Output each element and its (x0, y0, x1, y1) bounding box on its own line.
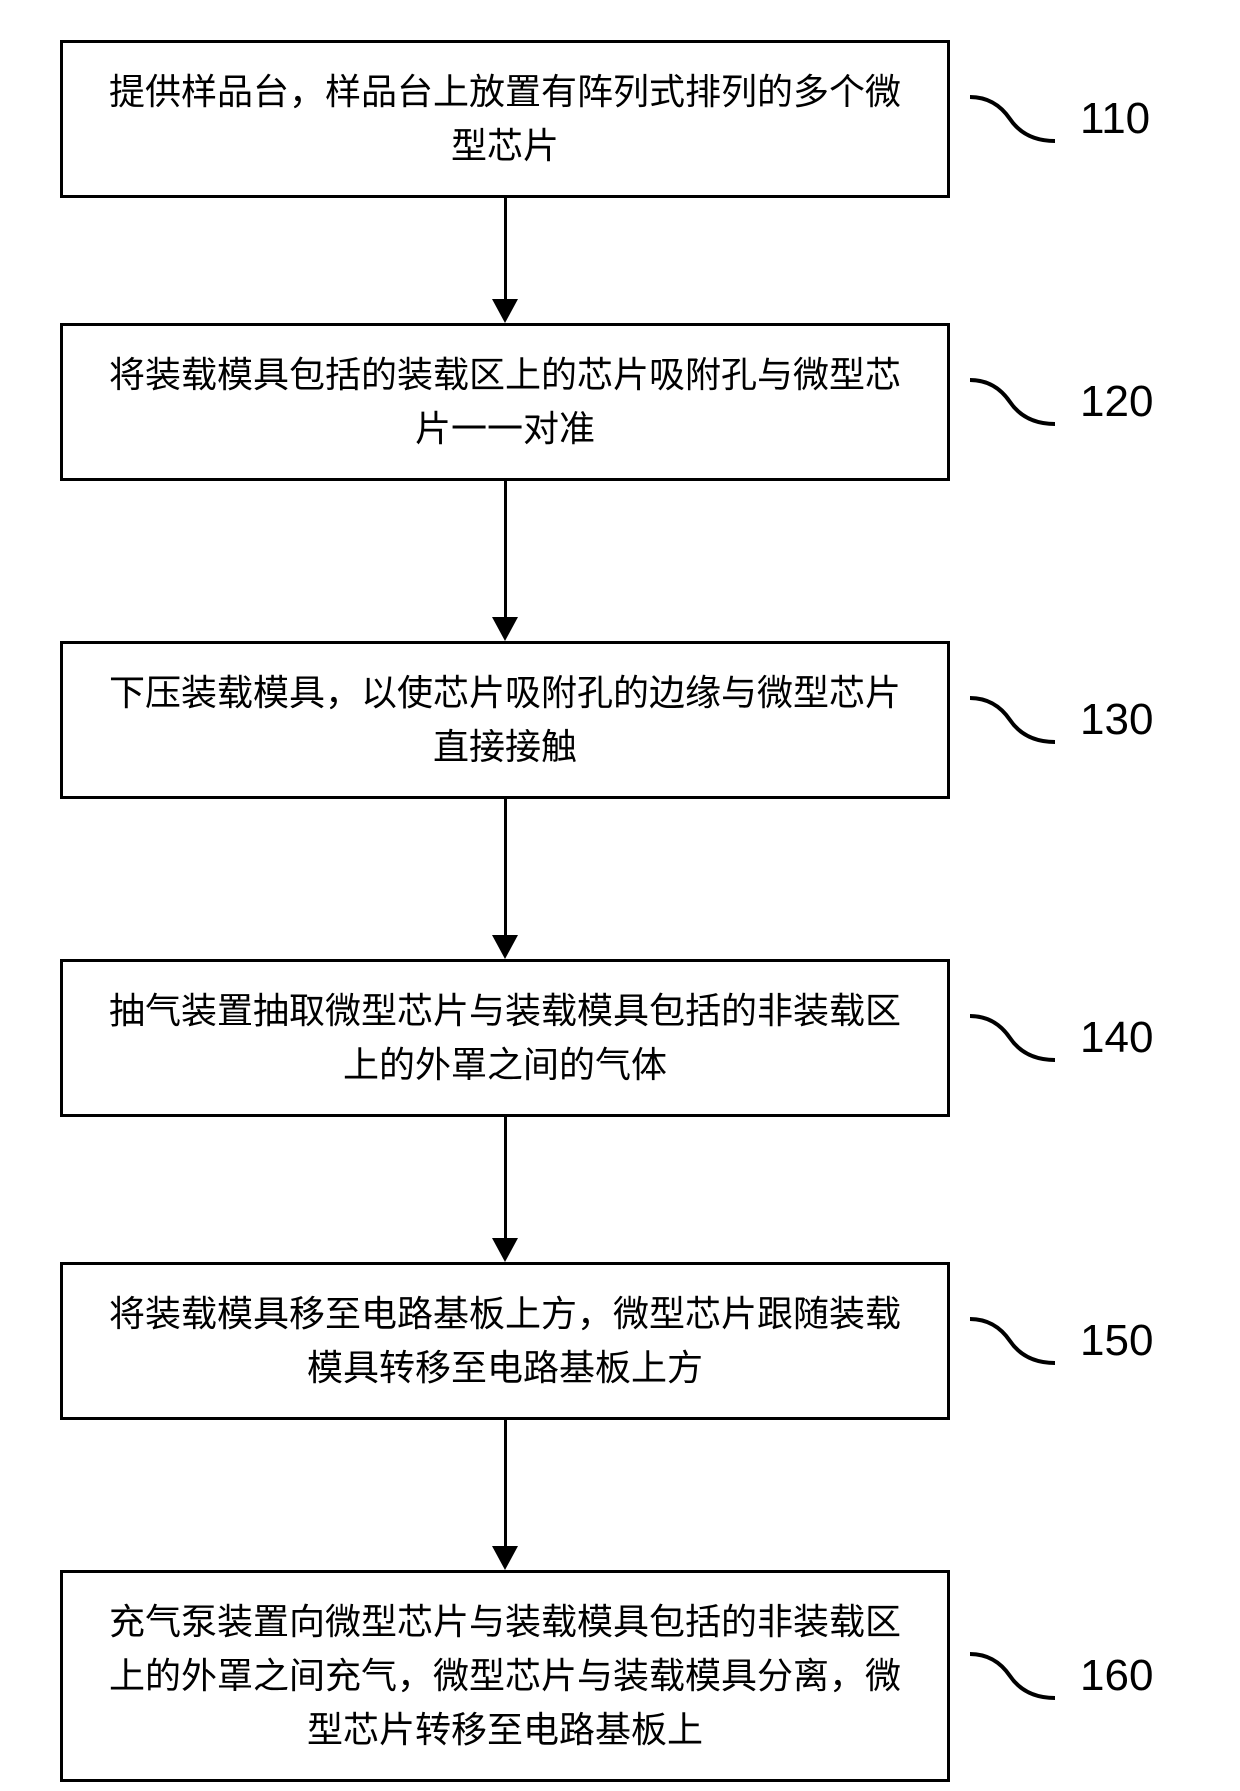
step-text: 下压装载模具，以使芯片吸附孔的边缘与微型芯片直接接触 (93, 666, 917, 774)
arrow-110-120 (60, 198, 950, 323)
step-row-150: 将装载模具移至电路基板上方，微型芯片跟随装载模具转移至电路基板上方 150 (60, 1262, 1180, 1420)
step-box-130: 下压装载模具，以使芯片吸附孔的边缘与微型芯片直接接触 (60, 641, 950, 799)
step-row-140: 抽气装置抽取微型芯片与装载模具包括的非装载区上的外罩之间的气体 140 (60, 959, 1180, 1117)
step-text: 将装载模具包括的装载区上的芯片吸附孔与微型芯片一一对准 (93, 348, 917, 456)
brace-icon (965, 323, 1065, 481)
step-label-120: 120 (1080, 377, 1153, 427)
step-row-160: 充气泵装置向微型芯片与装载模具包括的非装载区上的外罩之间充气，微型芯片与装载模具… (60, 1570, 1180, 1782)
step-row-130: 下压装载模具，以使芯片吸附孔的边缘与微型芯片直接接触 130 (60, 641, 1180, 799)
step-text: 充气泵装置向微型芯片与装载模具包括的非装载区上的外罩之间充气，微型芯片与装载模具… (93, 1595, 917, 1757)
step-label-160: 160 (1080, 1651, 1153, 1701)
arrow-120-130 (60, 481, 950, 641)
brace-icon (965, 641, 1065, 799)
arrow-140-150 (60, 1117, 950, 1262)
arrow-130-140 (60, 799, 950, 959)
step-label-130: 130 (1080, 695, 1153, 745)
step-label-150: 150 (1080, 1316, 1153, 1366)
step-label-140: 140 (1080, 1013, 1153, 1063)
step-box-160: 充气泵装置向微型芯片与装载模具包括的非装载区上的外罩之间充气，微型芯片与装载模具… (60, 1570, 950, 1782)
step-row-120: 将装载模具包括的装载区上的芯片吸附孔与微型芯片一一对准 120 (60, 323, 1180, 481)
brace-icon (965, 959, 1065, 1117)
step-row-110: 提供样品台，样品台上放置有阵列式排列的多个微型芯片 110 (60, 40, 1180, 198)
step-label-110: 110 (1080, 94, 1150, 144)
step-box-120: 将装载模具包括的装载区上的芯片吸附孔与微型芯片一一对准 (60, 323, 950, 481)
brace-icon (965, 40, 1065, 198)
step-box-110: 提供样品台，样品台上放置有阵列式排列的多个微型芯片 (60, 40, 950, 198)
step-box-150: 将装载模具移至电路基板上方，微型芯片跟随装载模具转移至电路基板上方 (60, 1262, 950, 1420)
step-text: 抽气装置抽取微型芯片与装载模具包括的非装载区上的外罩之间的气体 (93, 984, 917, 1092)
brace-icon (965, 1570, 1065, 1782)
arrow-150-160 (60, 1420, 950, 1570)
step-box-140: 抽气装置抽取微型芯片与装载模具包括的非装载区上的外罩之间的气体 (60, 959, 950, 1117)
step-text: 将装载模具移至电路基板上方，微型芯片跟随装载模具转移至电路基板上方 (93, 1287, 917, 1395)
brace-icon (965, 1262, 1065, 1420)
flowchart: 提供样品台，样品台上放置有阵列式排列的多个微型芯片 110 将装载模具包括的装载… (60, 40, 1180, 1782)
step-text: 提供样品台，样品台上放置有阵列式排列的多个微型芯片 (93, 65, 917, 173)
